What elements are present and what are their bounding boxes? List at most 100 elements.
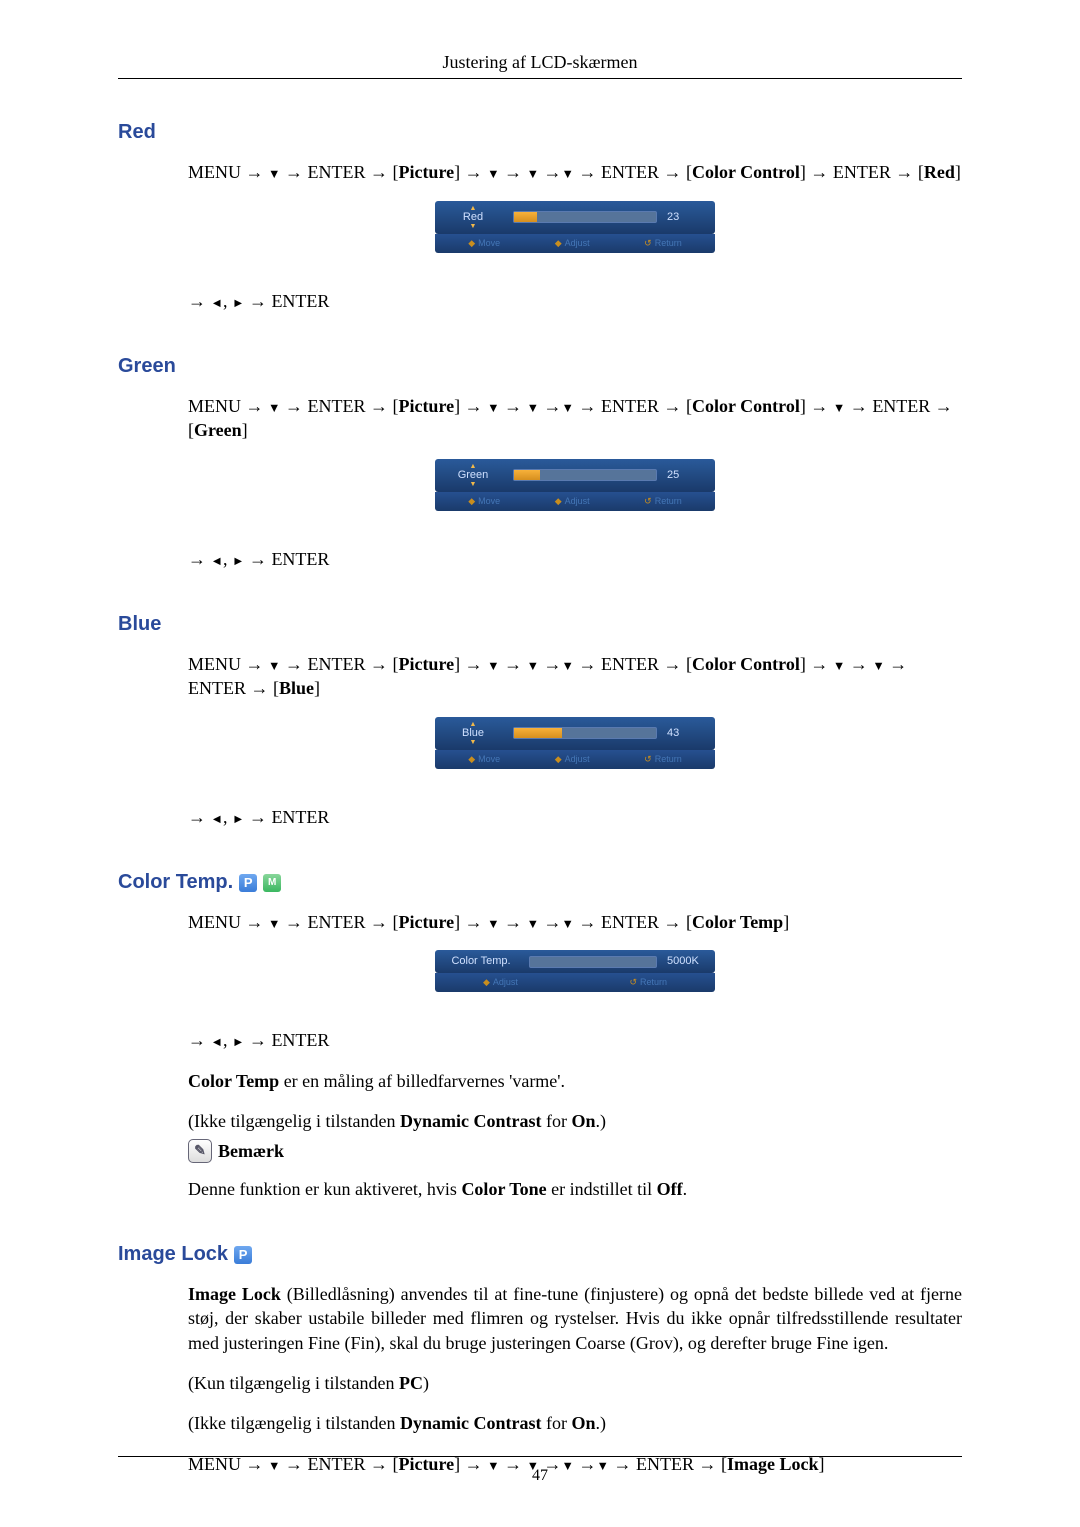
section-green-body: MENU → ▼ → ENTER → [Picture] → ▼ → ▼ →▼ … bbox=[118, 394, 962, 571]
osd-slider-widget: ▲ Red ▼ 23 ◆Move ◆Adjust ↺Return bbox=[435, 201, 715, 253]
osd-slider-widget: ▲ Green ▼ 25 ◆Move ◆Adjust ↺Return bbox=[435, 459, 715, 511]
osd-footer-item: ◆Move bbox=[468, 237, 500, 249]
section-colortemp-body: MENU → ▼ → ENTER → [Picture] → ▼ → ▼ →▼ … bbox=[118, 910, 962, 1201]
osd-slider-fill bbox=[514, 728, 562, 738]
heading-text: Color Temp. bbox=[118, 869, 233, 896]
osd-slider-widget: ▲ Blue ▼ 43 ◆Move ◆Adjust ↺Return bbox=[435, 717, 715, 769]
menu-graphic-red: ▲ Red ▼ 23 ◆Move ◆Adjust ↺Return bbox=[188, 201, 962, 253]
note-bemaerk: ✎ Bemærk bbox=[188, 1139, 284, 1163]
section-heading-blue: Blue bbox=[118, 611, 962, 638]
heading-text: Green bbox=[118, 353, 176, 380]
nav-path-colortemp: MENU → ▼ → ENTER → [Picture] → ▼ → ▼ →▼ … bbox=[188, 910, 962, 934]
osd-label-col: ▲ Green ▼ bbox=[443, 463, 503, 488]
osd-footer-item: ↺Return bbox=[644, 237, 682, 249]
section-imagelock-body: Image Lock (Billedlåsning) anvendes til … bbox=[118, 1282, 962, 1476]
osd-footer-item: ↺Return bbox=[644, 495, 682, 507]
section-heading-imagelock: Image Lock P bbox=[118, 1241, 962, 1268]
osd-footer-item: ◆Adjust bbox=[555, 237, 590, 249]
imagelock-desc-1: Image Lock (Billedlåsning) anvendes til … bbox=[188, 1282, 962, 1355]
osd-slider-track bbox=[513, 727, 657, 739]
section-blue-body: MENU → ▼ → ENTER → [Picture] → ▼ → ▼ →▼ … bbox=[118, 652, 962, 829]
triangle-down-icon: ▼ bbox=[470, 739, 477, 746]
osd-footer-item: ◆Move bbox=[468, 753, 500, 765]
nav-path-colortemp-2: → ◄, ► → ENTER bbox=[188, 1028, 962, 1052]
p-mode-icon: P bbox=[239, 874, 257, 892]
nav-path-red: MENU → ▼ → ENTER → [Picture] → ▼ → ▼ →▼ … bbox=[188, 160, 962, 184]
m-mode-icon: M bbox=[263, 874, 281, 892]
osd-footer: ◆Move ◆Adjust ↺Return bbox=[435, 750, 715, 769]
diamond-icon: ◆ bbox=[468, 237, 475, 249]
menu-graphic-blue: ▲ Blue ▼ 43 ◆Move ◆Adjust ↺Return bbox=[188, 717, 962, 769]
footer-rule bbox=[118, 1456, 962, 1457]
osd-slider-fill bbox=[514, 212, 537, 222]
header-rule bbox=[118, 78, 962, 79]
osd-slider-value: 23 bbox=[667, 210, 707, 225]
osd-footer-item: ↺Return bbox=[629, 976, 667, 988]
diamond-icon: ◆ bbox=[468, 495, 475, 507]
osd-slider-fill bbox=[514, 470, 540, 480]
nav-path-red-2: → ◄, ► → ENTER bbox=[188, 289, 962, 313]
triangle-down-icon: ▼ bbox=[470, 223, 477, 230]
osd-slider-track bbox=[513, 211, 657, 223]
osd-footer: ◆Move ◆Adjust ↺Return bbox=[435, 234, 715, 253]
heading-text: Red bbox=[118, 119, 156, 146]
osd-slider-track bbox=[513, 469, 657, 481]
colortemp-desc-2: (Ikke tilgængelig i tilstanden Dynamic C… bbox=[188, 1109, 962, 1133]
osd-slider-value: 43 bbox=[667, 726, 707, 741]
osd-footer-item: ◆Move bbox=[468, 495, 500, 507]
note-icon: ✎ bbox=[188, 1139, 212, 1163]
osd-footer: ◆Adjust ↺Return bbox=[435, 973, 715, 992]
osd-label-col: ▲ Blue ▼ bbox=[443, 721, 503, 746]
heading-text: Blue bbox=[118, 611, 161, 638]
page-content: Red MENU → ▼ → ENTER → [Picture] → ▼ → ▼… bbox=[118, 119, 962, 1476]
page-footer: 47 bbox=[118, 1456, 962, 1487]
osd-label: Green bbox=[458, 470, 489, 481]
menu-graphic-green: ▲ Green ▼ 25 ◆Move ◆Adjust ↺Return bbox=[188, 459, 962, 511]
document-page: Justering af LCD-skærmen Red MENU → ▼ → … bbox=[0, 0, 1080, 1527]
diamond-icon: ◆ bbox=[555, 237, 562, 249]
osd-slider-track bbox=[529, 956, 657, 968]
section-heading-red: Red bbox=[118, 119, 962, 146]
diamond-icon: ◆ bbox=[555, 753, 562, 765]
colortemp-desc-3: Denne funktion er kun aktiveret, hvis Co… bbox=[188, 1177, 962, 1201]
page-header-title: Justering af LCD-skærmen bbox=[118, 50, 962, 74]
section-heading-green: Green bbox=[118, 353, 962, 380]
osd-footer-item: ◆Adjust bbox=[483, 976, 518, 988]
diamond-icon: ◆ bbox=[483, 976, 490, 988]
page-number: 47 bbox=[118, 1465, 962, 1487]
osd-label: Red bbox=[463, 212, 483, 223]
osd-top-row: ▲ Red ▼ 23 bbox=[435, 201, 715, 234]
section-heading-colortemp: Color Temp. PM bbox=[118, 869, 962, 896]
osd-label-col: ▲ Red ▼ bbox=[443, 205, 503, 230]
section-red-body: MENU → ▼ → ENTER → [Picture] → ▼ → ▼ →▼ … bbox=[118, 160, 962, 313]
osd-slider-value: 5000K bbox=[667, 954, 707, 969]
osd-label: Blue bbox=[462, 728, 484, 739]
note-label: Bemærk bbox=[218, 1139, 284, 1163]
osd-top-row: Color Temp. 5000K bbox=[435, 950, 715, 973]
nav-path-green-2: → ◄, ► → ENTER bbox=[188, 547, 962, 571]
nav-path-blue: MENU → ▼ → ENTER → [Picture] → ▼ → ▼ →▼ … bbox=[188, 652, 962, 701]
osd-footer-item: ◆Adjust bbox=[555, 753, 590, 765]
osd-top-row: ▲ Green ▼ 25 bbox=[435, 459, 715, 492]
nav-path-blue-2: → ◄, ► → ENTER bbox=[188, 805, 962, 829]
colortemp-desc-1: Color Temp er en måling af billedfarvern… bbox=[188, 1069, 962, 1093]
return-icon: ↺ bbox=[629, 976, 637, 988]
heading-text: Image Lock bbox=[118, 1241, 228, 1268]
return-icon: ↺ bbox=[644, 753, 652, 765]
osd-footer: ◆Move ◆Adjust ↺Return bbox=[435, 492, 715, 511]
imagelock-desc-3: (Ikke tilgængelig i tilstanden Dynamic C… bbox=[188, 1411, 962, 1435]
osd-footer-item: ↺Return bbox=[644, 753, 682, 765]
nav-path-green: MENU → ▼ → ENTER → [Picture] → ▼ → ▼ →▼ … bbox=[188, 394, 962, 443]
osd-top-row: ▲ Blue ▼ 43 bbox=[435, 717, 715, 750]
diamond-icon: ◆ bbox=[468, 753, 475, 765]
osd-label: Color Temp. bbox=[451, 956, 510, 967]
diamond-icon: ◆ bbox=[555, 495, 562, 507]
return-icon: ↺ bbox=[644, 237, 652, 249]
return-icon: ↺ bbox=[644, 495, 652, 507]
osd-slider-value: 25 bbox=[667, 468, 707, 483]
triangle-down-icon: ▼ bbox=[470, 481, 477, 488]
osd-label-col: Color Temp. bbox=[443, 956, 519, 967]
p-mode-icon: P bbox=[234, 1246, 252, 1264]
osd-footer-item: ◆Adjust bbox=[555, 495, 590, 507]
osd-slider-widget: Color Temp. 5000K ◆Adjust ↺Return bbox=[435, 950, 715, 992]
